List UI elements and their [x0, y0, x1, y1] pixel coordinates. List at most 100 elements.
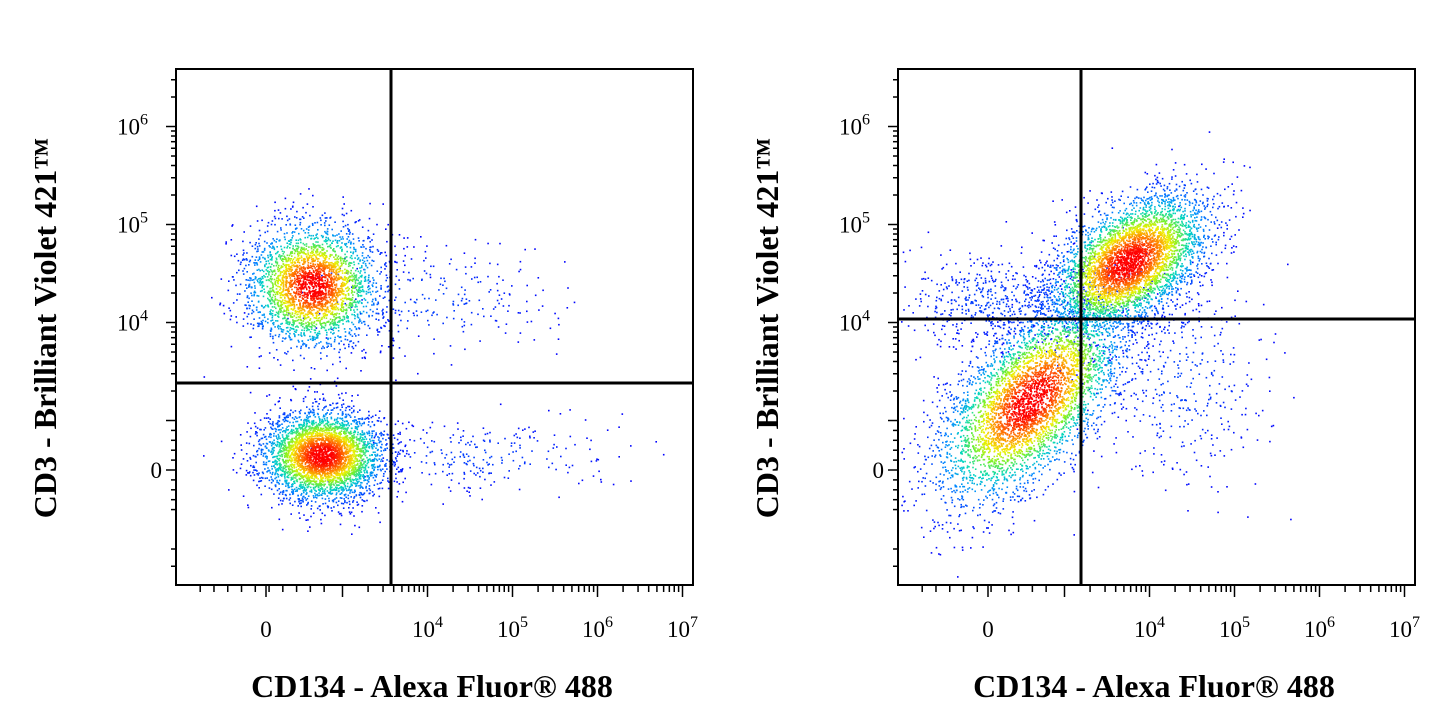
event-dot — [274, 485, 277, 488]
event-dot — [287, 459, 289, 462]
event-dot — [331, 423, 334, 426]
event-dot — [246, 287, 248, 289]
event-dot — [285, 327, 288, 329]
event-dot — [351, 453, 354, 456]
event-dot — [296, 310, 299, 313]
event-dot — [288, 240, 291, 242]
event-dot — [307, 474, 310, 477]
event-dot — [271, 478, 273, 481]
event-dot — [309, 338, 312, 341]
event-dot — [279, 294, 282, 297]
event-dot — [274, 314, 277, 316]
event-dot — [295, 432, 297, 435]
event-dot — [357, 290, 360, 293]
event-dot — [349, 513, 352, 515]
event-dot — [295, 473, 297, 475]
event-dot — [254, 285, 256, 287]
event-dot — [393, 339, 395, 342]
event-dot — [367, 466, 370, 469]
event-dot — [318, 342, 320, 344]
event-dot — [276, 251, 278, 254]
event-dot — [356, 443, 358, 446]
event-dot — [342, 260, 345, 262]
event-dot — [324, 258, 327, 260]
event-dot — [463, 252, 466, 254]
event-dot — [308, 421, 311, 424]
event-dot — [322, 420, 325, 423]
event-dot — [335, 327, 337, 330]
event-dot — [256, 434, 258, 437]
event-dot — [365, 305, 368, 308]
event-dot — [433, 462, 436, 464]
event-dot — [353, 450, 356, 453]
event-dot — [347, 230, 350, 232]
event-dot — [355, 301, 357, 304]
event-dot — [512, 459, 515, 462]
event-dot — [260, 453, 263, 456]
event-dot — [285, 258, 287, 261]
event-dot — [278, 333, 281, 336]
event-dot — [435, 299, 437, 301]
event-dot — [283, 236, 286, 238]
event-dot — [366, 259, 369, 262]
event-dot — [340, 485, 342, 488]
event-dot — [356, 308, 359, 311]
event-dot — [323, 415, 326, 418]
event-dot — [366, 482, 368, 485]
event-dot — [371, 239, 373, 241]
event-dot — [285, 459, 287, 462]
event-dot — [245, 474, 248, 476]
event-dot — [281, 503, 283, 505]
event-dot — [335, 262, 337, 264]
event-dot — [260, 451, 263, 453]
event-dot — [430, 265, 432, 268]
event-dot — [360, 440, 363, 443]
event-dot — [589, 448, 591, 451]
event-dot — [337, 435, 339, 437]
event-dot — [268, 274, 270, 276]
event-dot — [251, 300, 253, 302]
event-dot — [313, 422, 315, 425]
event-dot — [568, 466, 571, 469]
event-dot — [260, 282, 262, 285]
event-dot — [302, 475, 305, 477]
event-dot — [519, 268, 522, 271]
event-dot — [323, 430, 325, 432]
event-dot — [392, 339, 394, 341]
event-dot — [269, 277, 272, 280]
event-dot — [267, 417, 270, 419]
event-dot — [378, 465, 381, 468]
event-dot — [440, 449, 443, 451]
event-dot — [294, 444, 297, 447]
event-dot — [270, 436, 272, 439]
event-dot — [518, 488, 521, 491]
event-dot — [315, 319, 318, 322]
event-dot — [279, 451, 281, 453]
event-dot — [305, 419, 307, 421]
event-dot — [274, 280, 277, 283]
event-dot — [366, 489, 368, 492]
event-dot — [323, 418, 326, 420]
event-dot — [493, 481, 496, 483]
event-dot — [352, 456, 355, 458]
event-dot — [364, 448, 367, 451]
event-dot — [349, 446, 351, 449]
event-dot — [303, 495, 305, 498]
event-dot — [343, 474, 346, 477]
event-dot — [291, 470, 294, 472]
event-dot — [346, 315, 348, 317]
event-dot — [548, 409, 550, 412]
event-dot — [238, 269, 240, 272]
event-dot — [273, 291, 276, 294]
event-dot — [340, 502, 343, 505]
event-dot — [307, 475, 309, 478]
event-dot — [322, 476, 324, 479]
event-dot — [267, 270, 269, 272]
event-dot — [381, 487, 384, 490]
event-dot — [284, 296, 286, 299]
event-dot — [348, 437, 350, 439]
event-dot — [465, 272, 467, 275]
event-dot — [348, 345, 350, 348]
event-dot — [369, 438, 371, 441]
event-dot — [274, 463, 276, 465]
